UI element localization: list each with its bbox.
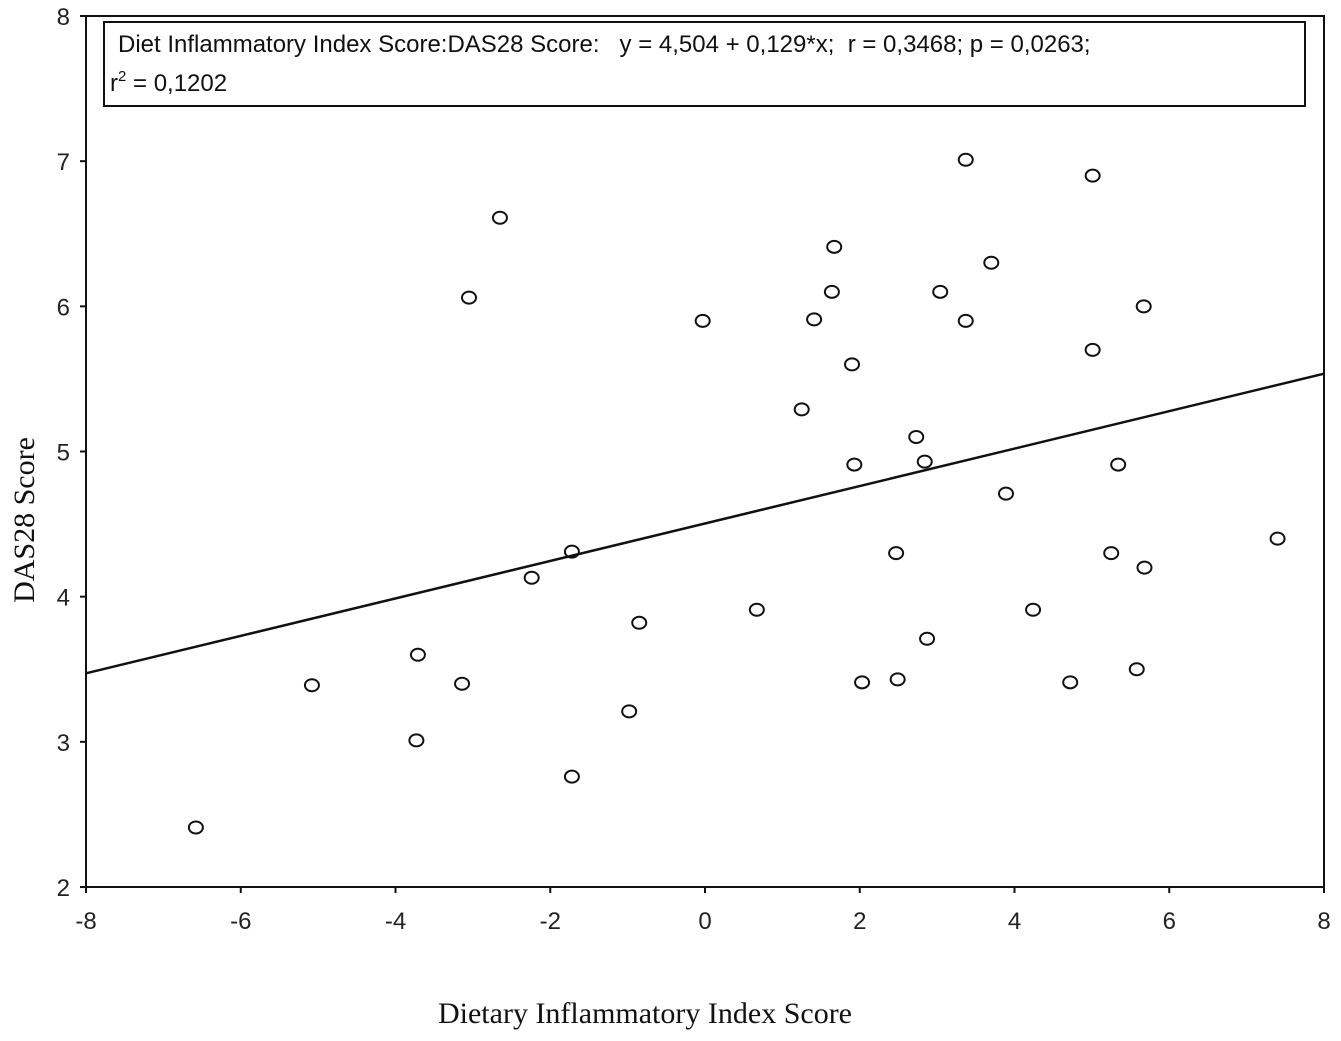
y-tick-label: 8 bbox=[57, 4, 70, 31]
data-point bbox=[523, 570, 540, 585]
x-tick-label: -6 bbox=[230, 908, 251, 935]
data-point bbox=[303, 678, 320, 693]
data-point bbox=[823, 284, 840, 299]
y-tick-label: 4 bbox=[57, 585, 70, 612]
y-tick-label: 7 bbox=[57, 149, 70, 176]
y-axis-label: DAS28 Score bbox=[8, 437, 41, 603]
x-axis-label: Dietary Inflammatory Index Score bbox=[438, 997, 852, 1030]
data-point bbox=[854, 675, 871, 690]
x-tick-label: 4 bbox=[1008, 908, 1021, 935]
regression-line bbox=[85, 372, 1325, 675]
data-point bbox=[408, 733, 425, 748]
data-point bbox=[957, 152, 974, 167]
data-point bbox=[846, 457, 863, 472]
data-point bbox=[1269, 531, 1286, 546]
data-point bbox=[916, 454, 933, 469]
y-tick-label: 5 bbox=[57, 440, 70, 467]
x-tick-label: 8 bbox=[1317, 908, 1330, 935]
data-point bbox=[694, 313, 711, 328]
data-point bbox=[1110, 457, 1127, 472]
legend-line-2: r2 = 0,1202 bbox=[110, 68, 227, 97]
y-tick-label: 6 bbox=[57, 294, 70, 321]
data-point bbox=[957, 313, 974, 328]
data-point bbox=[983, 255, 1000, 270]
data-point bbox=[1135, 299, 1152, 314]
legend-box bbox=[103, 21, 1306, 107]
data-point bbox=[908, 429, 925, 444]
data-point bbox=[1103, 546, 1120, 561]
data-point bbox=[563, 544, 580, 559]
legend-line-1: Diet Inflammatory Index Score:DAS28 Scor… bbox=[118, 31, 1091, 58]
data-point bbox=[748, 602, 765, 617]
data-point bbox=[1136, 560, 1153, 575]
data-point bbox=[1062, 675, 1079, 690]
data-point bbox=[1128, 662, 1145, 677]
data-point bbox=[1084, 342, 1101, 357]
data-point bbox=[826, 239, 843, 254]
data-point bbox=[461, 290, 478, 305]
data-point bbox=[1084, 168, 1101, 183]
data-point bbox=[806, 312, 823, 327]
x-tick-label: 6 bbox=[1163, 908, 1176, 935]
data-point bbox=[997, 486, 1014, 501]
data-point bbox=[1025, 602, 1042, 617]
x-tick-label: -4 bbox=[385, 908, 406, 935]
y-tick-label: 2 bbox=[57, 875, 70, 902]
data-point bbox=[621, 704, 638, 719]
data-point bbox=[793, 402, 810, 417]
x-tick-label: -2 bbox=[540, 908, 561, 935]
x-tick-label: 0 bbox=[698, 908, 711, 935]
data-point bbox=[888, 546, 905, 561]
y-tick-label: 3 bbox=[57, 730, 70, 757]
x-tick-label: 2 bbox=[853, 908, 866, 935]
data-point bbox=[932, 284, 949, 299]
data-point bbox=[844, 357, 861, 372]
data-point bbox=[187, 820, 204, 835]
data-point bbox=[491, 210, 508, 225]
data-point bbox=[631, 615, 648, 630]
data-point bbox=[409, 647, 426, 662]
plot-frame bbox=[85, 15, 1325, 888]
data-point bbox=[563, 769, 580, 784]
data-point bbox=[919, 631, 936, 646]
x-tick-label: -8 bbox=[75, 908, 96, 935]
data-point bbox=[454, 676, 471, 691]
data-point bbox=[889, 672, 906, 687]
